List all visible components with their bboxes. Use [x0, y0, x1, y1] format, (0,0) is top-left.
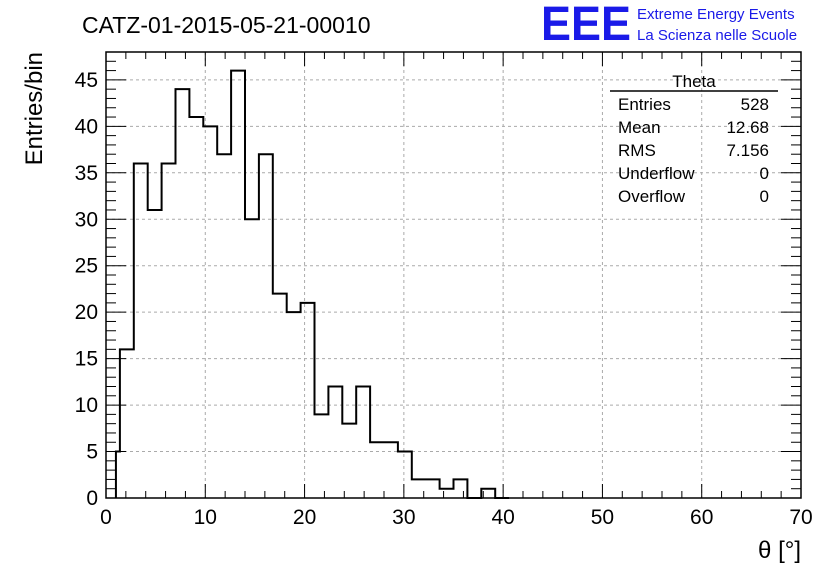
plot-frame	[106, 52, 801, 498]
stats-label: Mean	[618, 118, 661, 137]
x-tick-label: 20	[293, 506, 316, 529]
y-tick-label: 45	[75, 69, 98, 92]
logo-mark: EEE	[541, 0, 631, 51]
x-tick-labels: 0 10 20 30 40 50 60 70	[100, 506, 813, 529]
y-axis-title: Entries/bin	[21, 52, 48, 165]
stats-label: Overflow	[618, 187, 686, 206]
stats-label: Underflow	[618, 164, 695, 183]
stats-label: Entries	[618, 95, 671, 114]
y-tick-label: 30	[75, 208, 98, 231]
histogram-step-line	[116, 71, 509, 498]
y-tick-label: 5	[86, 441, 98, 464]
x-tick-label: 30	[392, 506, 415, 529]
y-tick-label: 10	[75, 394, 98, 417]
grid-lines	[106, 52, 801, 498]
y-tick-label: 40	[75, 115, 98, 138]
x-tick-label: 50	[591, 506, 614, 529]
y-tick-labels: 0 5 10 15 20 25 30 35 40 45	[75, 69, 98, 510]
stats-label: RMS	[618, 141, 656, 160]
x-tick-label: 0	[100, 506, 112, 529]
chart-title: CATZ-01-2015-05-21-00010	[82, 12, 371, 38]
stats-box: Theta Entries 528 Mean 12.68 RMS 7.156 Underfl…	[610, 72, 778, 206]
x-tick-label: 40	[491, 506, 514, 529]
eee-logo: EEE Extreme Energy Events La Scienza nel…	[541, 0, 797, 51]
stats-title: Theta	[672, 72, 716, 91]
stats-value: 12.68	[726, 118, 769, 137]
x-tick-label: 60	[690, 506, 713, 529]
axis-ticks	[106, 52, 801, 498]
stats-value: 0	[760, 164, 769, 183]
x-tick-label: 10	[194, 506, 217, 529]
stats-value: 0	[760, 187, 769, 206]
y-tick-label: 0	[86, 487, 98, 510]
y-tick-label: 35	[75, 162, 98, 185]
y-tick-label: 20	[75, 301, 98, 324]
logo-line-1: Extreme Energy Events	[637, 6, 795, 23]
stats-value: 7.156	[726, 141, 769, 160]
stats-value: 528	[741, 95, 769, 114]
y-tick-label: 25	[75, 255, 98, 278]
x-axis-title: θ [°]	[758, 537, 801, 564]
x-tick-label: 70	[789, 506, 812, 529]
logo-line-2: La Scienza nelle Scuole	[637, 27, 797, 44]
y-tick-label: 15	[75, 348, 98, 371]
